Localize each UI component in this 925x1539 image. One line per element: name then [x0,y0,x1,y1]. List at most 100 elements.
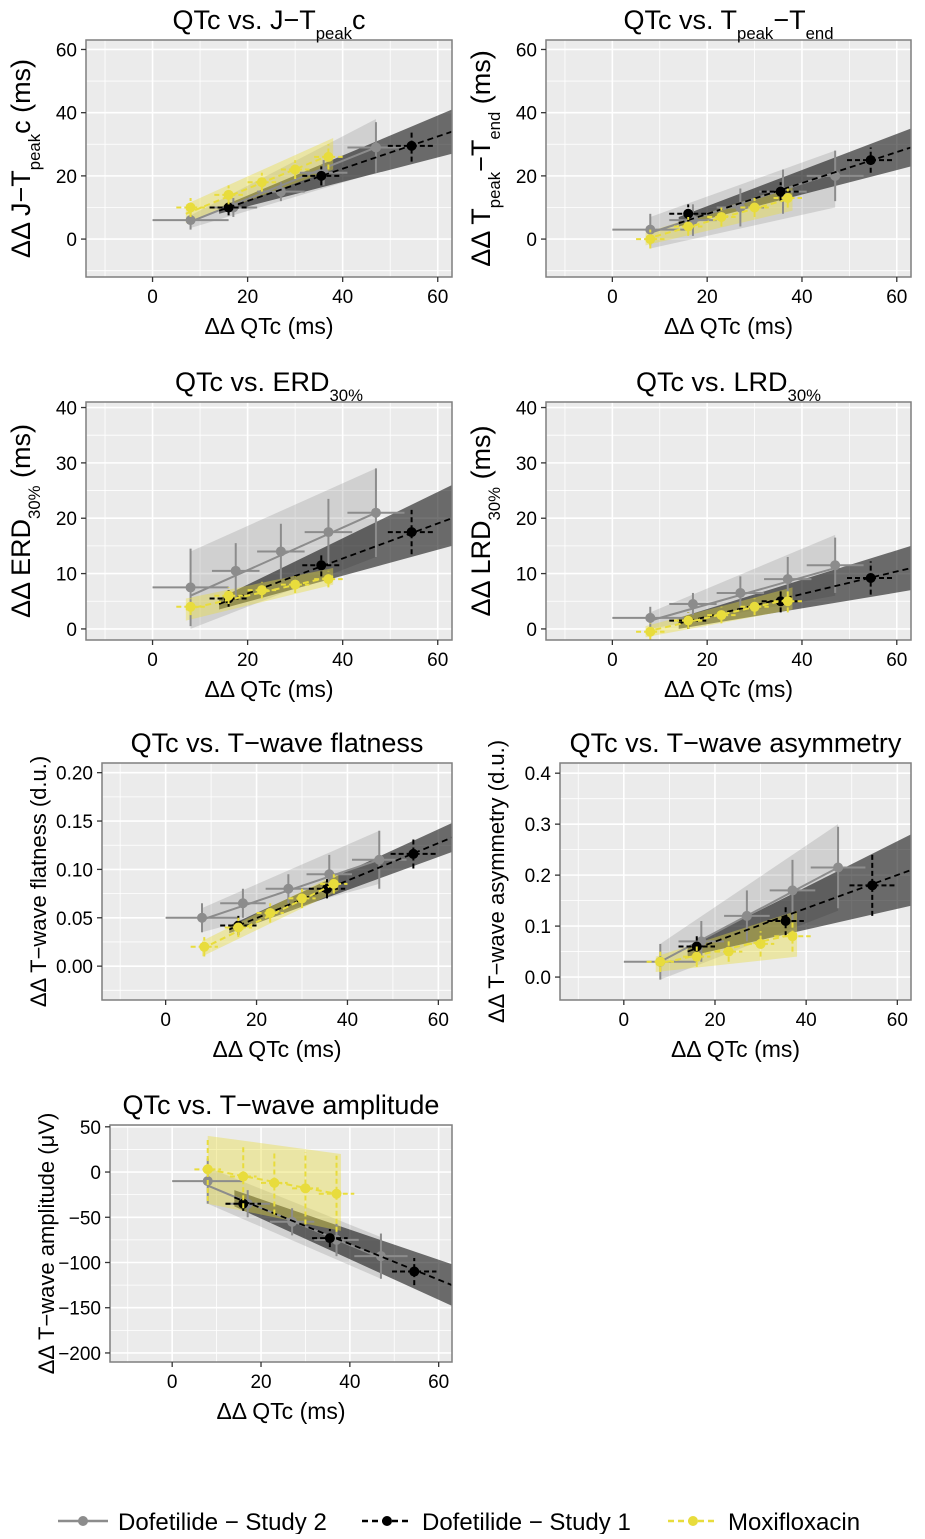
data-point [256,585,267,596]
data-point [202,1164,213,1175]
axes: 0 20 40 60 0 10 20 30 40 [516,399,907,671]
legend-label: Dofetilide − Study 2 [118,1509,327,1534]
y-tick-label: −200 [58,1344,101,1365]
data-point [716,211,727,222]
x-tick-label: 0 [167,1372,178,1393]
data-point [275,546,286,557]
x-tick-label: 60 [427,287,448,308]
y-tick-label: 0.10 [56,860,93,881]
y-tick-label: 10 [516,565,537,586]
data-point [290,579,301,590]
data-point [233,922,244,933]
y-tick-label: 20 [516,509,537,530]
x-tick-label: 20 [246,1010,267,1031]
x-tick-label: 20 [237,287,258,308]
data-layer [172,1135,452,1306]
x-tick-label: 40 [337,1010,358,1031]
data-point [716,610,727,621]
legend-key-point [78,1516,88,1526]
legend-label: Dofetilide − Study 1 [422,1509,631,1534]
y-label-part: ΔΔ T [466,208,496,267]
data-point [375,1251,386,1262]
y-label-part: ΔΔ LRD [466,520,496,616]
y-tick-label: −150 [58,1299,101,1320]
data-point [331,1188,342,1199]
plot-border [559,762,912,1001]
x-tick-label: 60 [427,650,448,671]
legend-item-moxifloxacin: Moxifloxacin [668,1509,860,1536]
axes: 0 20 40 60 0 10 20 30 40 [56,399,448,671]
data-point [223,202,234,213]
confidence-band [687,834,911,957]
data-point [374,854,385,865]
plot-background [102,763,452,1000]
x-axis-label: ΔΔ QTc (ms) [212,1036,341,1062]
y-tick-label: 20 [56,509,77,530]
y-tick-label: 0.1 [525,917,551,938]
y-axis-label: ΔΔ T−wave asymmetry (d.u.) [484,740,509,1023]
series-moxifloxacin [655,910,798,972]
x-axis-label: ΔΔ QTc (ms) [204,313,333,339]
x-axis-label: ΔΔ QTc (ms) [671,1036,800,1062]
data-point [197,912,207,923]
data-layer [623,824,911,980]
y-tick-label: 20 [56,167,77,188]
x-tick-label: 60 [886,650,907,671]
data-point [406,140,417,151]
data-point [645,612,656,623]
data-point [749,601,760,612]
regression-line [185,152,334,215]
y-axis-label: ΔΔ T−wave flatness (d.u.) [26,756,51,1007]
data-point [297,893,307,904]
data-point [735,587,746,598]
y-label-part: peak [485,171,504,208]
data-point [185,601,196,612]
data-point [775,186,786,197]
y-axis-label: ΔΔ LRD30% (ms) [466,425,504,616]
title-main: QTc vs. LRD [636,367,788,397]
y-tick-label: 40 [56,399,77,420]
data-point [323,527,334,538]
y-tick-label: 40 [516,399,537,420]
y-tick-label: 0.2 [525,866,551,887]
x-tick-label: 0 [160,1010,171,1031]
y-tick-label: 0 [66,230,77,251]
chart-title: QTc vs. LRD30% [636,367,821,405]
data-point [223,189,234,200]
x-tick-label: 60 [886,287,907,308]
x-tick-label: 40 [791,650,812,671]
y-tick-label: −100 [58,1253,101,1274]
data-point [867,880,878,891]
y-tick-label: 0.20 [56,764,93,785]
data-point [782,596,793,607]
data-point [300,1183,311,1194]
y-tick-label: 0.00 [56,957,93,978]
series-dofetilide-study1-marks [669,146,911,225]
data-point [830,560,841,571]
series-moxifloxacin-marks [190,874,348,957]
data-point [185,582,196,593]
y-tick-label: 60 [516,40,537,61]
x-axis-label: ΔΔ QTc (ms) [204,676,333,702]
confidence-band [678,545,911,629]
title-main: QTc vs. T−wave amplitude [123,1090,440,1120]
data-point [223,590,234,601]
data-point [691,951,702,962]
chart-panel-5: 0 20 40 60 0.00 0.05 0.10 0.15 0.20 ΔΔ QTc (ms) QT… [26,728,453,1062]
confidence-band [678,128,911,227]
x-tick-label: 20 [250,1372,271,1393]
y-tick-label: 60 [56,40,77,61]
series-moxifloxacin-marks [636,590,802,640]
y-tick-label: 40 [516,104,537,125]
legend-graphic: Dofetilide − Study 2 Dofetilide − Study … [58,1509,860,1536]
data-point [316,560,327,571]
title-suffix: −T [773,5,805,35]
y-tick-label: 0 [66,620,77,641]
plot-border [545,401,912,641]
series-dofetilide-study2-marks [165,830,407,933]
data-point [323,151,334,162]
chart-title: QTc vs. T−wave asymmetry [570,728,902,758]
